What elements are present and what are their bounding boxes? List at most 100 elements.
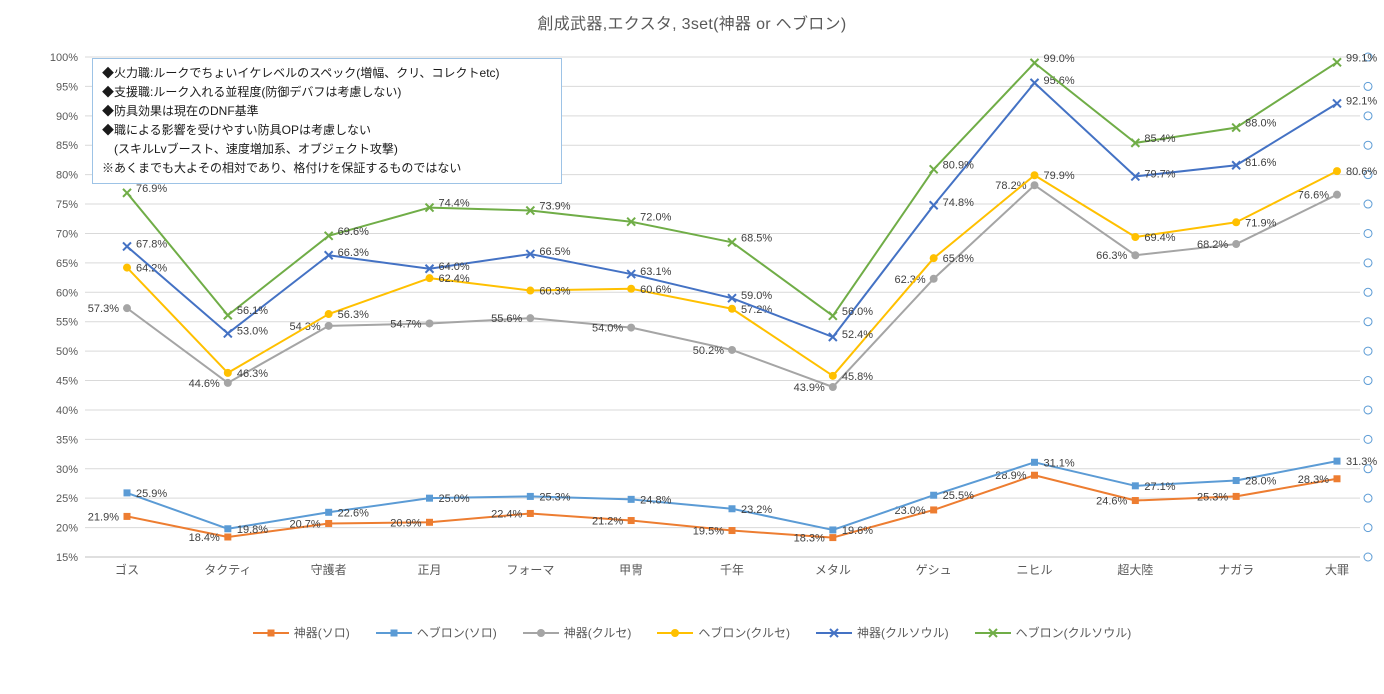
x-axis-labels: ゴス タクティ 守護者 正月 フォーマ 甲冑 千年 メタル ゲシュ ニヒル 超大陸 ナガラ 大罪 (115, 562, 1349, 577)
legend-item-1: ヘブロン(ソロ) (375, 624, 497, 641)
svg-text:67.8%: 67.8% (136, 238, 167, 250)
legend-item-3: ヘブロン(クルセ) (657, 624, 790, 641)
svg-text:35%: 35% (56, 434, 78, 446)
svg-text:62.4%: 62.4% (439, 273, 470, 285)
svg-text:65%: 65% (56, 258, 78, 270)
series-5-line (122, 57, 1342, 321)
legend-label: 神器(クルセ) (563, 626, 632, 640)
svg-text:46.3%: 46.3% (237, 368, 268, 380)
svg-text:66.3%: 66.3% (338, 247, 369, 259)
svg-text:74.8%: 74.8% (943, 197, 974, 209)
svg-text:95%: 95% (56, 81, 78, 93)
legend-marker-icon (974, 627, 1011, 638)
annotation-line: ◆火力職:ルークでちょいイケレベルのスペック(増幅、クリ、コレクトetc) (102, 66, 500, 80)
svg-text:70%: 70% (56, 228, 78, 240)
svg-text:73.9%: 73.9% (539, 201, 570, 213)
svg-text:52.4%: 52.4% (842, 329, 873, 341)
annotation-line: ◆防具効果は現在のDNF基準 (102, 104, 259, 118)
svg-text:81.6%: 81.6% (1245, 157, 1276, 169)
svg-text:24.8%: 24.8% (640, 494, 671, 506)
svg-text:19.5%: 19.5% (693, 526, 724, 538)
svg-text:72.0%: 72.0% (640, 212, 671, 224)
svg-text:25%: 25% (56, 493, 78, 505)
svg-text:40%: 40% (56, 405, 78, 417)
svg-text:25.3%: 25.3% (1197, 491, 1228, 503)
svg-text:45.8%: 45.8% (842, 371, 873, 383)
svg-text:60.6%: 60.6% (640, 284, 671, 296)
chart-legend: 神器(ソロ) ヘブロン(ソロ) 神器(クルセ) ヘブロン(クルセ) 神器(クルソウル) ヘ… (0, 624, 1384, 641)
svg-text:76.9%: 76.9% (136, 183, 167, 195)
legend-marker-icon (522, 628, 559, 637)
svg-text:92.1%: 92.1% (1346, 95, 1377, 107)
annotation-line: ◆支援職:ルーク入れる並程度(防御デバフは考慮しない) (102, 85, 402, 99)
annotation-line: (スキルLvブースト、速度増加系、オブジェクト攻撃) (102, 142, 398, 156)
legend-marker-icon (657, 628, 694, 637)
svg-text:22.4%: 22.4% (491, 508, 522, 520)
series-2-labels: 57.3%44.6%54.3% 54.7% 55.6%54.0%50.2%43.9%… (88, 180, 1329, 394)
svg-text:タクティ: タクティ (204, 563, 251, 577)
svg-text:15%: 15% (56, 552, 78, 564)
legend-item-2: 神器(クルセ) (522, 624, 632, 641)
svg-text:71.9%: 71.9% (1245, 217, 1276, 229)
svg-text:20.9%: 20.9% (390, 517, 421, 529)
svg-text:22.6%: 22.6% (338, 507, 369, 519)
svg-text:43.9%: 43.9% (794, 382, 825, 394)
series-4-labels: 67.8% 53.0% 66.3% 64.0% 66.5% 63.1% 59.0% 52.4%… (136, 75, 1377, 341)
svg-text:25.5%: 25.5% (943, 490, 974, 502)
annotation-line: ※あくまでも大よその相対であり、格付けを保証するものではない (102, 161, 462, 175)
svg-text:19.8%: 19.8% (237, 524, 268, 536)
svg-text:62.3%: 62.3% (894, 274, 925, 286)
svg-text:守護者: 守護者 (311, 562, 347, 577)
svg-text:79.9%: 79.9% (1044, 170, 1075, 182)
svg-text:18.4%: 18.4% (189, 532, 220, 544)
svg-text:31.3%: 31.3% (1346, 456, 1377, 468)
svg-text:99.1%: 99.1% (1346, 52, 1377, 64)
svg-text:正月: 正月 (417, 563, 441, 577)
svg-text:23.2%: 23.2% (741, 504, 772, 516)
legend-marker-icon (375, 629, 412, 636)
svg-text:80%: 80% (56, 170, 78, 182)
svg-text:25.3%: 25.3% (539, 491, 570, 503)
svg-text:28.9%: 28.9% (995, 470, 1026, 482)
svg-text:64.0%: 64.0% (439, 261, 470, 273)
svg-text:68.2%: 68.2% (1197, 239, 1228, 251)
svg-text:57.3%: 57.3% (88, 303, 119, 315)
svg-text:28.0%: 28.0% (1245, 476, 1276, 488)
chart-title: 創成武器,エクスタ, 3set(神器 or ヘブロン) (537, 16, 847, 33)
svg-text:55%: 55% (56, 317, 78, 329)
svg-text:99.0%: 99.0% (1044, 53, 1075, 65)
svg-text:56.0%: 56.0% (842, 306, 873, 318)
svg-text:69.6%: 69.6% (338, 226, 369, 238)
svg-text:31.1%: 31.1% (1044, 457, 1075, 469)
svg-text:30%: 30% (56, 464, 78, 476)
series-0-labels: 21.9% 18.4% 20.7% 20.9% 22.4% 21.2% 19.5% 18.3%… (88, 470, 1329, 544)
svg-text:59.0%: 59.0% (741, 290, 772, 302)
svg-text:大罪: 大罪 (1325, 563, 1349, 577)
series-3-line (123, 167, 1341, 380)
svg-text:74.4%: 74.4% (439, 198, 470, 210)
svg-text:65.8%: 65.8% (943, 253, 974, 265)
svg-text:フォーマ: フォーマ (506, 563, 554, 577)
svg-text:55.6%: 55.6% (491, 313, 522, 325)
series-5-labels: 76.9% 56.1% 69.6% 74.4% 73.9% 72.0% 68.5% 56.0%… (136, 52, 1377, 318)
svg-text:53.0%: 53.0% (237, 325, 268, 337)
svg-text:20.7%: 20.7% (289, 518, 320, 530)
svg-text:80.6%: 80.6% (1346, 166, 1377, 178)
svg-text:79.7%: 79.7% (1144, 168, 1175, 180)
legend-label: ヘブロン(ソロ) (416, 626, 497, 640)
svg-text:28.3%: 28.3% (1298, 474, 1329, 486)
svg-text:57.2%: 57.2% (741, 304, 772, 316)
annotation-box: ◆火力職:ルークでちょいイケレベルのスペック(増幅、クリ、コレクトetc) ◆支… (92, 58, 562, 184)
series-4-line (122, 78, 1342, 342)
svg-text:76.6%: 76.6% (1298, 190, 1329, 202)
svg-text:25.0%: 25.0% (439, 493, 470, 505)
svg-text:69.4%: 69.4% (1144, 232, 1175, 244)
svg-text:100%: 100% (50, 52, 78, 64)
series-0-line (123, 471, 1341, 542)
svg-text:25.9%: 25.9% (136, 488, 167, 500)
svg-text:ゲシュ: ゲシュ (916, 563, 952, 577)
svg-text:66.3%: 66.3% (1096, 250, 1127, 262)
svg-text:54.0%: 54.0% (592, 323, 623, 335)
